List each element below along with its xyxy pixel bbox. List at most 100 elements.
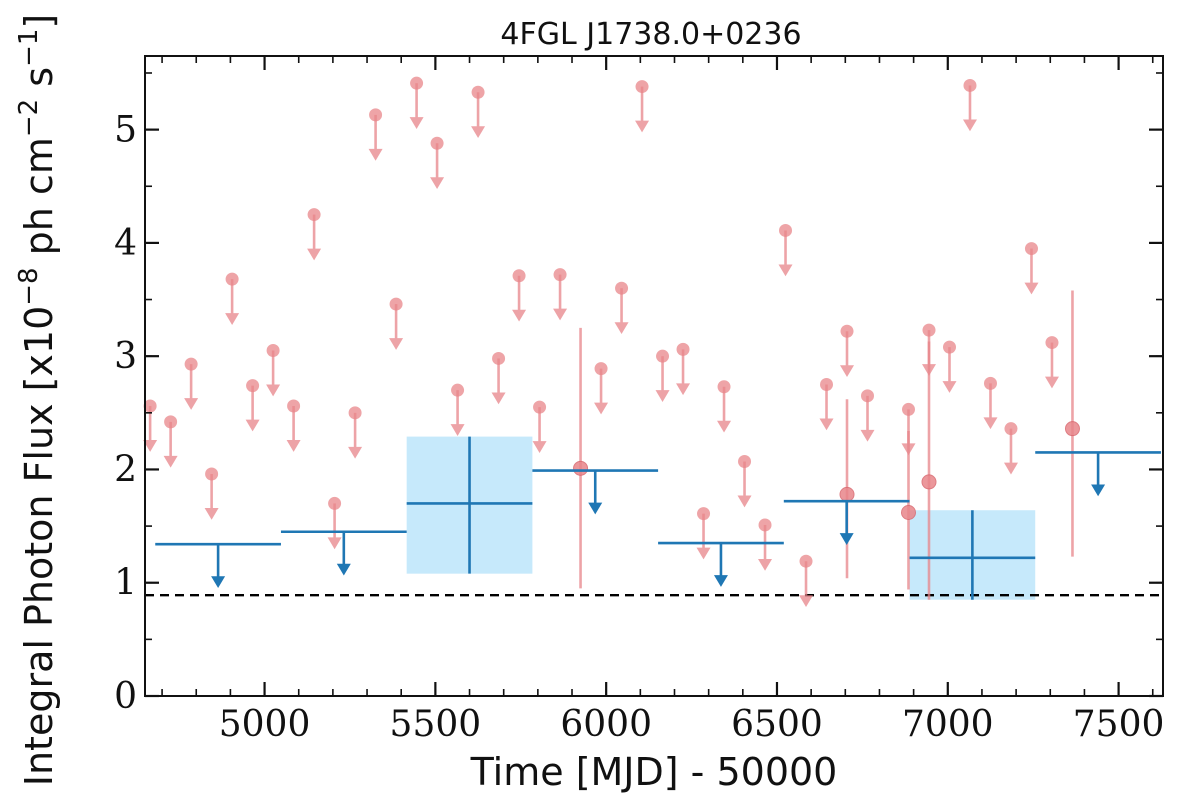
x-axis-label: Time [MJD] - 50000 xyxy=(470,750,838,794)
binned-upper-limit-arrow-1-head xyxy=(336,563,351,576)
binned-upper-limit-arrow-0-head xyxy=(211,576,226,589)
monthly-upper-limit-marker-39 xyxy=(983,376,997,390)
monthly-upper-limit-marker-7 xyxy=(287,399,301,413)
monthly-upper-limit-16 xyxy=(471,92,486,139)
monthly-upper-limit-14-head xyxy=(430,177,445,190)
monthly-detection-marker-4 xyxy=(1064,421,1080,437)
monthly-upper-limit-marker-25 xyxy=(676,342,690,356)
monthly-upper-limit-marker-10 xyxy=(348,406,362,420)
monthly-upper-limit-17 xyxy=(491,358,506,405)
monthly-upper-limit-9-head xyxy=(327,537,342,550)
monthly-upper-limit-33-head xyxy=(840,365,855,378)
monthly-upper-limit-14 xyxy=(430,143,445,190)
monthly-upper-limit-marker-13 xyxy=(410,76,424,90)
binned-upper-limit-arrow-1 xyxy=(336,531,351,576)
monthly-upper-limit-19-head xyxy=(532,441,547,453)
monthly-upper-limit-17-head xyxy=(491,392,506,405)
monthly-detection-marker-1 xyxy=(839,486,855,502)
monthly-upper-limit-marker-14 xyxy=(430,136,444,150)
monthly-upper-limit-29 xyxy=(758,524,773,571)
monthly-upper-limit-26 xyxy=(696,513,711,560)
monthly-upper-limit-marker-28 xyxy=(738,455,752,469)
monthly-upper-limit-28-head xyxy=(737,495,752,508)
y-tick-label-0: 0 xyxy=(114,676,137,717)
monthly-upper-limit-19 xyxy=(532,407,547,453)
monthly-upper-limit-3 xyxy=(204,473,219,520)
monthly-upper-limit-marker-23 xyxy=(635,80,649,94)
monthly-upper-limit-marker-4 xyxy=(225,272,239,286)
monthly-upper-limit-16-head xyxy=(471,126,486,139)
monthly-upper-limit-marker-5 xyxy=(246,379,260,393)
monthly-upper-limit-8 xyxy=(307,214,322,261)
monthly-upper-limit-marker-24 xyxy=(656,349,670,363)
monthly-upper-limit-5 xyxy=(245,385,260,432)
monthly-upper-limit-34-head xyxy=(860,429,875,442)
monthly-upper-limit-21 xyxy=(594,368,609,415)
monthly-upper-limit-27-head xyxy=(717,420,732,433)
y-tick-label-5: 5 xyxy=(114,110,137,151)
monthly-upper-limit-41-head xyxy=(1024,282,1039,295)
monthly-upper-limit-31-head xyxy=(799,595,814,608)
binned-upper-limit-arrow-2-head xyxy=(588,502,603,515)
y-axis-label-end: ] xyxy=(17,14,61,29)
monthly-upper-limit-marker-0 xyxy=(143,399,157,413)
monthly-upper-limit-marker-6 xyxy=(266,344,280,358)
monthly-upper-limit-21-head xyxy=(594,402,609,415)
monthly-upper-limit-marker-1 xyxy=(164,415,178,429)
monthly-upper-limit-23-head xyxy=(635,120,650,133)
monthly-upper-limit-3-head xyxy=(204,507,219,520)
monthly-upper-limit-41 xyxy=(1024,248,1039,295)
monthly-upper-limit-33 xyxy=(840,331,855,378)
monthly-upper-limit-28 xyxy=(737,461,752,508)
monthly-upper-limit-marker-17 xyxy=(492,351,506,365)
monthly-upper-limit-7-head xyxy=(286,440,301,452)
binned-upper-limit-arrow-3 xyxy=(713,543,728,587)
y-tick-label-2: 2 xyxy=(114,449,137,490)
monthly-upper-limit-2 xyxy=(184,364,199,410)
monthly-upper-limit-marker-36 xyxy=(922,323,936,337)
binned-upper-limit-arrow-0 xyxy=(211,544,226,589)
monthly-upper-limit-15-head xyxy=(450,424,465,436)
monthly-upper-limit-marker-18 xyxy=(512,269,526,283)
monthly-upper-limit-2-head xyxy=(184,398,199,410)
binned-upper-limit-arrow-5-head xyxy=(1091,484,1106,497)
monthly-upper-limit-marker-8 xyxy=(307,208,321,222)
monthly-upper-limit-marker-26 xyxy=(697,507,711,521)
monthly-upper-limit-marker-34 xyxy=(861,389,875,403)
monthly-upper-limit-1 xyxy=(163,421,178,468)
y-tick-label-4: 4 xyxy=(114,223,137,264)
y-tick-label-3: 3 xyxy=(114,336,137,377)
y-axis-label-main: Integral Photon Flux [x10 xyxy=(17,306,61,787)
monthly-upper-limit-42-head xyxy=(1044,376,1059,389)
monthly-upper-limit-1-head xyxy=(163,455,178,468)
monthly-upper-limit-37 xyxy=(942,347,957,393)
monthly-upper-limit-9 xyxy=(327,503,342,550)
monthly-upper-limit-13 xyxy=(409,83,424,129)
monthly-upper-limit-marker-16 xyxy=(471,85,485,99)
monthly-points-layer xyxy=(143,76,1080,608)
monthly-upper-limit-25-head xyxy=(676,383,691,396)
monthly-upper-limit-marker-42 xyxy=(1045,336,1059,350)
y-axis-label-exponent-2: −2 xyxy=(14,99,44,137)
monthly-upper-limit-32 xyxy=(819,384,834,431)
monthly-upper-limit-marker-30 xyxy=(779,223,793,237)
binned-upper-limit-arrow-5 xyxy=(1091,452,1106,497)
monthly-upper-limit-marker-38 xyxy=(963,78,977,92)
monthly-upper-limit-marker-19 xyxy=(533,400,547,414)
monthly-upper-limit-11-head xyxy=(368,148,383,161)
monthly-upper-limit-marker-21 xyxy=(594,362,608,376)
monthly-upper-limit-marker-12 xyxy=(389,297,403,311)
monthly-upper-limit-marker-31 xyxy=(799,554,813,568)
monthly-upper-limit-40 xyxy=(1003,428,1018,475)
monthly-upper-limit-18 xyxy=(512,275,527,322)
monthly-upper-limit-marker-9 xyxy=(328,496,342,510)
monthly-upper-limit-10 xyxy=(348,412,363,459)
monthly-upper-limit-22-head xyxy=(614,322,629,335)
y-tick-label-1: 1 xyxy=(114,563,137,604)
monthly-upper-limit-marker-29 xyxy=(758,518,772,532)
monthly-upper-limit-40-head xyxy=(1003,462,1018,475)
monthly-upper-limit-39 xyxy=(983,383,998,430)
monthly-upper-limit-24-head xyxy=(655,390,670,402)
monthly-upper-limit-38-head xyxy=(962,119,977,132)
